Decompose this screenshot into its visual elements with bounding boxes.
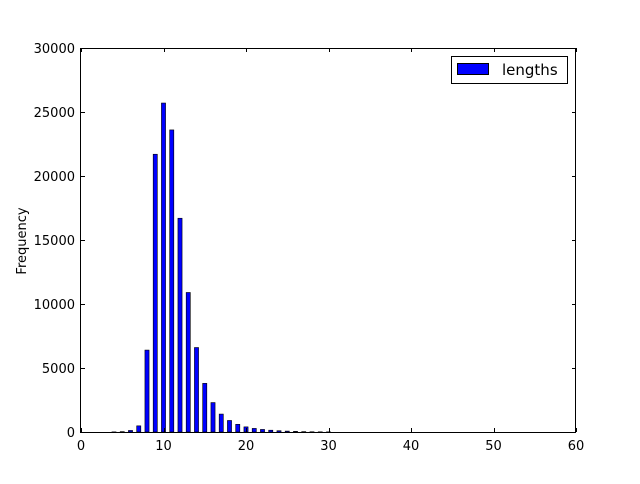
legend-label-lengths: lengths (502, 61, 558, 79)
bar (235, 424, 241, 433)
bar (251, 428, 257, 433)
bar (293, 431, 298, 433)
y-tick-label: 30000 (34, 42, 75, 57)
x-tick-label: 60 (568, 439, 585, 454)
x-tick-label: 50 (485, 439, 502, 454)
bar (218, 413, 224, 433)
bar (169, 129, 175, 433)
y-tick-label: 5000 (42, 362, 75, 377)
y-tick-label: 25000 (34, 106, 75, 121)
bar (144, 349, 150, 433)
x-tick-label: 10 (155, 439, 172, 454)
y-axis-label: Frequency (15, 207, 30, 274)
ticks-layer: 0 10 20 30 40 50 60 0 5000 10000 15000 20000 25000 30… (34, 42, 585, 454)
x-tick-label: 0 (77, 439, 85, 454)
bar (136, 425, 142, 433)
legend: lengths (451, 56, 568, 84)
bar (284, 430, 290, 433)
bar (177, 217, 183, 433)
y-tick-label: 10000 (34, 298, 75, 313)
bar (185, 292, 191, 433)
y-tick-label: 15000 (34, 234, 75, 249)
bar (276, 430, 282, 433)
bar (260, 429, 265, 433)
x-tick-label: 30 (320, 439, 337, 454)
legend-swatch-lengths (457, 63, 489, 75)
bar (227, 420, 232, 433)
bar (152, 153, 158, 433)
x-tick-label: 40 (403, 439, 420, 454)
bar (161, 102, 166, 433)
bar (194, 347, 199, 433)
bar (128, 430, 133, 433)
bar (210, 402, 216, 433)
bar (268, 429, 274, 433)
y-tick-label: 0 (67, 426, 75, 441)
y-tick-label: 20000 (34, 170, 75, 185)
x-tick-label: 20 (238, 439, 255, 454)
bar (202, 383, 208, 433)
